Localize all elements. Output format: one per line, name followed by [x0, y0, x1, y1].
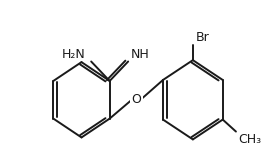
Text: H₂N: H₂N	[62, 48, 86, 61]
Text: O: O	[131, 93, 141, 106]
Text: NH: NH	[131, 48, 150, 61]
Text: Br: Br	[195, 31, 209, 44]
Text: CH₃: CH₃	[239, 133, 262, 146]
